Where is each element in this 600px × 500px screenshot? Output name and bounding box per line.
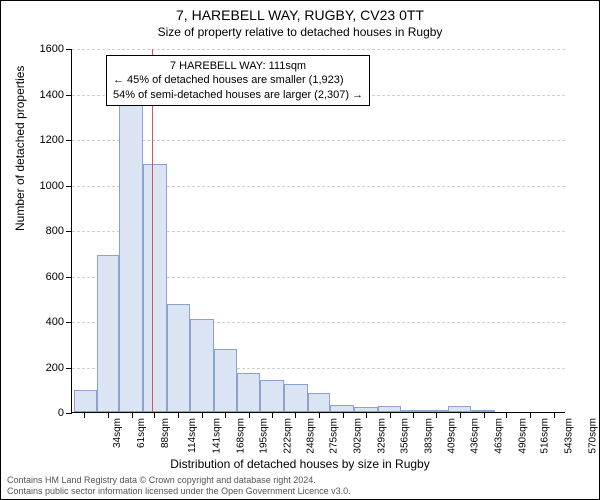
x-tick-label: 141sqm [212, 418, 223, 454]
chart-container: 7, HAREBELL WAY, RUGBY, CV23 0TT Size of… [0, 0, 600, 500]
footer-line-1: Contains HM Land Registry data © Crown c… [7, 475, 351, 485]
x-tick [84, 412, 85, 418]
x-tick-label: 543sqm [564, 418, 575, 454]
x-tick [530, 412, 531, 418]
chart-title: 7, HAREBELL WAY, RUGBY, CV23 0TT [1, 1, 599, 23]
histogram-bar [330, 405, 354, 412]
y-tick-label: 800 [46, 225, 72, 237]
histogram-bar [284, 384, 308, 412]
x-tick [413, 412, 414, 418]
y-tick-label: 200 [46, 362, 72, 374]
footer-line-2: Contains public sector information licen… [7, 486, 351, 496]
histogram-bar [260, 380, 284, 412]
x-tick-label: 436sqm [470, 418, 481, 454]
x-tick [366, 412, 367, 418]
x-tick-label: 61sqm [136, 418, 147, 448]
x-tick-label: 516sqm [540, 418, 551, 454]
x-tick-label: 88sqm [160, 418, 171, 448]
x-tick [202, 412, 203, 418]
x-tick-label: 490sqm [517, 418, 528, 454]
x-tick [295, 412, 296, 418]
annotation-line-2: ← 45% of detached houses are smaller (1,… [113, 73, 363, 87]
histogram-bar [308, 393, 331, 412]
x-tick [108, 412, 109, 418]
x-tick-label: 114sqm [187, 418, 198, 453]
footer-credit: Contains HM Land Registry data © Crown c… [7, 475, 351, 496]
x-tick-label: 222sqm [283, 418, 294, 454]
x-tick [554, 412, 555, 418]
x-tick-label: 168sqm [235, 418, 246, 454]
histogram-bar [97, 255, 120, 412]
x-tick-label: 302sqm [353, 418, 364, 454]
gridline [72, 140, 565, 141]
histogram-bar [74, 390, 97, 412]
x-tick-label: 275sqm [329, 418, 340, 454]
x-tick-label: 34sqm [112, 418, 123, 448]
x-tick-label: 195sqm [259, 418, 270, 454]
x-tick-label: 329sqm [376, 418, 387, 454]
x-tick [225, 412, 226, 418]
y-tick-label: 1200 [40, 134, 72, 146]
x-tick [132, 412, 133, 418]
x-tick [390, 412, 391, 418]
x-tick [460, 412, 461, 418]
y-axis-label: Number of detached properties [13, 66, 27, 231]
x-tick [484, 412, 485, 418]
x-axis-label: Distribution of detached houses by size … [1, 457, 599, 471]
y-tick-label: 1000 [40, 180, 72, 192]
y-tick-label: 600 [46, 271, 72, 283]
x-tick-label: 248sqm [305, 418, 316, 454]
x-tick-label: 463sqm [494, 418, 505, 454]
y-tick-label: 1400 [40, 89, 72, 101]
x-tick [249, 412, 250, 418]
x-tick [272, 412, 273, 418]
y-tick-label: 1600 [40, 43, 72, 55]
histogram-bar [167, 304, 191, 412]
x-tick-label: 356sqm [400, 418, 411, 454]
y-tick-label: 400 [46, 316, 72, 328]
histogram-bar [237, 373, 261, 412]
histogram-bar [190, 319, 214, 412]
x-tick [154, 412, 155, 418]
x-tick [506, 412, 507, 418]
chart-subtitle: Size of property relative to detached ho… [1, 23, 599, 39]
annotation-line-3: 54% of semi-detached houses are larger (… [113, 88, 363, 102]
x-tick [436, 412, 437, 418]
annotation-box: 7 HAREBELL WAY: 111sqm ← 45% of detached… [106, 55, 370, 106]
histogram-bar [143, 164, 167, 412]
x-tick-label: 570sqm [587, 418, 598, 454]
annotation-line-1: 7 HAREBELL WAY: 111sqm [113, 59, 363, 73]
x-tick-label: 383sqm [424, 418, 435, 454]
gridline [72, 49, 565, 50]
histogram-bar [119, 96, 143, 412]
plot-area: 0200400600800100012001400160034sqm61sqm8… [71, 49, 565, 413]
x-tick [319, 412, 320, 418]
y-tick-label: 0 [58, 407, 72, 419]
x-tick-label: 409sqm [446, 418, 457, 454]
x-tick [178, 412, 179, 418]
histogram-bar [214, 349, 237, 412]
x-tick [343, 412, 344, 418]
